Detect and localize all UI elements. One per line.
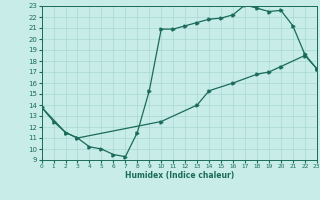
X-axis label: Humidex (Indice chaleur): Humidex (Indice chaleur) (124, 171, 234, 180)
